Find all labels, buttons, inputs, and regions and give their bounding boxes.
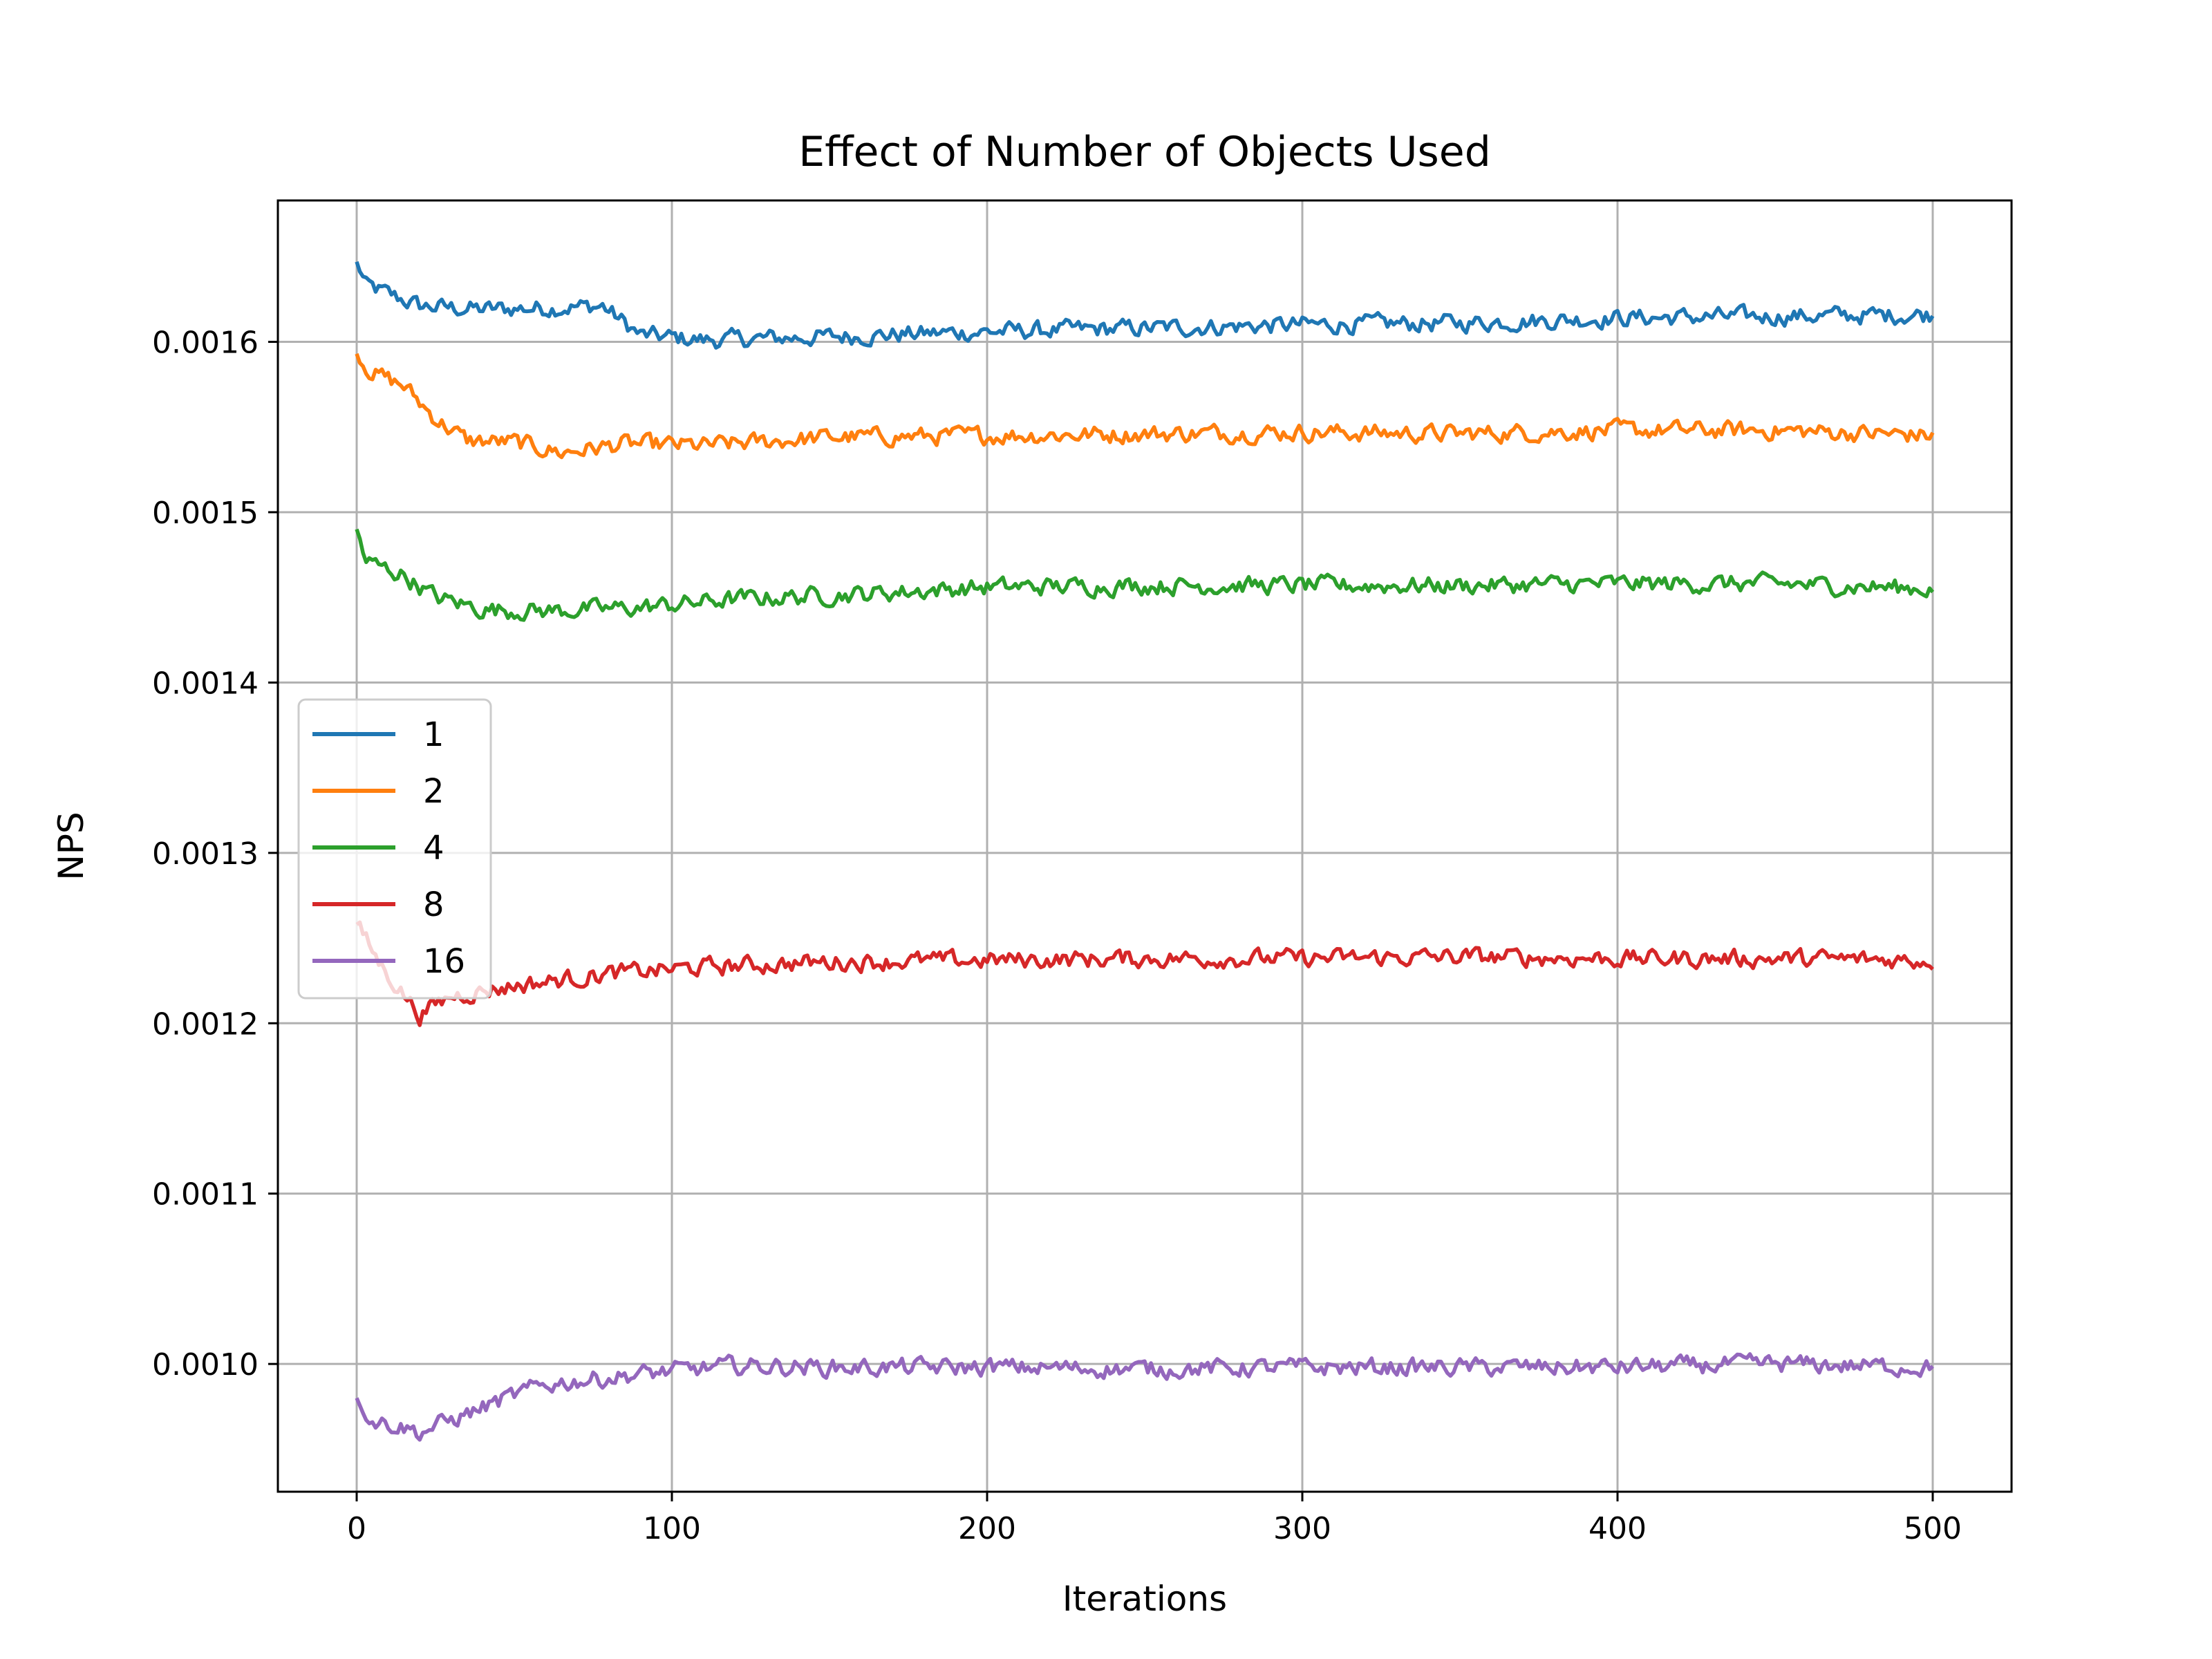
y-tick-label: 0.0011 — [152, 1177, 259, 1212]
x-tick-label: 300 — [1273, 1511, 1331, 1546]
series-line-2 — [355, 353, 1935, 460]
series-line-16 — [355, 1352, 1934, 1442]
plot-frame — [276, 199, 2013, 1493]
legend-label: 1 — [423, 715, 444, 754]
y-tick-label: 0.0014 — [152, 666, 259, 701]
series-line-4 — [355, 528, 1935, 622]
x-tick-label: 500 — [1904, 1511, 1962, 1546]
chart-title: Effect of Number of Objects Used — [798, 128, 1491, 176]
y-tick-label: 0.0010 — [152, 1347, 259, 1382]
legend-label: 8 — [423, 885, 444, 924]
y-tick-label: 0.0015 — [152, 496, 259, 531]
x-axis-label: Iterations — [1062, 1579, 1227, 1619]
y-tick-label: 0.0013 — [152, 836, 259, 872]
y-axis-label: NPS — [51, 812, 91, 880]
series-line-1 — [355, 261, 1935, 350]
x-tick-label: 0 — [347, 1511, 366, 1546]
axis-ticks: 0 100 200 300 400 500 0.0010 0.0011 0.0012 0.0013… — [152, 326, 1962, 1546]
legend-label: 16 — [423, 942, 465, 981]
legend-label: 4 — [423, 829, 444, 868]
y-tick-label: 0.0016 — [152, 326, 259, 361]
series-line-8 — [355, 920, 1934, 1027]
y-tick-label: 0.0012 — [152, 1006, 259, 1042]
legend: 1 2 4 8 16 — [297, 698, 492, 1000]
series-lines — [355, 261, 1935, 1442]
x-tick-label: 400 — [1588, 1511, 1647, 1546]
x-tick-label: 200 — [958, 1511, 1016, 1546]
legend-label: 2 — [423, 772, 444, 811]
grid — [278, 200, 2012, 1492]
x-tick-label: 100 — [643, 1511, 701, 1546]
